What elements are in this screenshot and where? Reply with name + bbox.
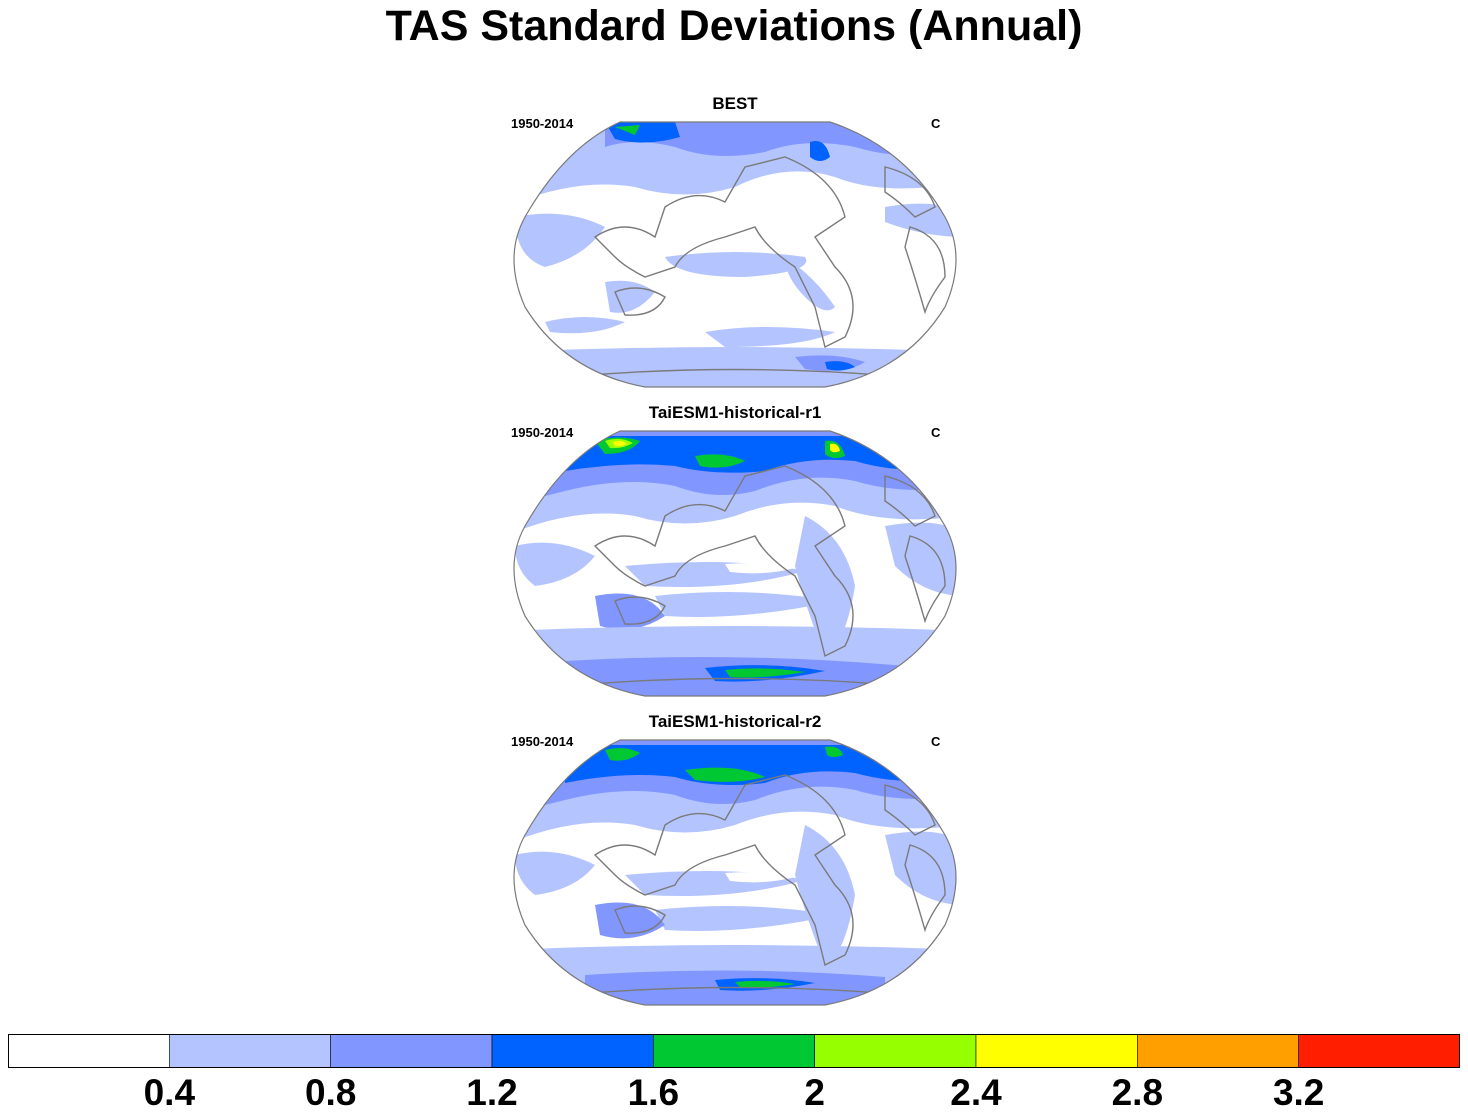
map-panel-taiesm1-r2: TaiESM1-historical-r2 1950-2014 C [505,712,965,1017]
main-title: TAS Standard Deviations (Annual) [385,2,1083,50]
colorbar-swatch [330,1034,493,1068]
colorbar-swatch [491,1034,654,1068]
colorbar [8,1034,1460,1068]
colorbar-tick-label: 2.8 [1111,1072,1164,1113]
world-map [513,739,957,1006]
panel-period-label: 1950-2014 [511,734,574,749]
colorbar-swatch [814,1034,977,1068]
panel-units-label: C [931,116,941,131]
panel-units-label: C [931,425,941,440]
world-map [513,430,957,697]
panel-title: BEST [712,94,758,113]
colorbar-swatch [8,1034,170,1068]
panel-units-label: C [931,734,941,749]
panel-period-label: 1950-2014 [511,425,574,440]
colorbar-tick-label: 1.2 [466,1072,518,1113]
panel-period-label: 1950-2014 [511,116,574,131]
colorbar-tick-label: 3.2 [1272,1072,1325,1113]
colorbar-tick-label: 2.4 [950,1072,1002,1113]
colorbar-tick-label: 1.6 [627,1072,680,1113]
colorbar-swatch [1298,1034,1460,1068]
panel-title: TaiESM1-historical-r2 [648,712,822,731]
colorbar-swatch [1137,1034,1299,1068]
colorbar-swatch [653,1034,815,1068]
colorbar-swatch [975,1034,1138,1068]
world-map [513,121,957,388]
colorbar-tick-label: 2 [804,1072,825,1113]
panel-title: TaiESM1-historical-r1 [648,403,822,422]
colorbar-tick-label: 0.4 [143,1072,196,1113]
map-panel-taiesm1-r1: TaiESM1-historical-r1 1950-2014 C [505,403,965,708]
map-panel-best: BEST 1950-2014 C [505,94,965,399]
colorbar-swatches [8,1034,1460,1068]
colorbar-swatch [169,1034,331,1068]
colorbar-border [8,1034,1460,1068]
colorbar-tick-label: 0.8 [304,1072,357,1113]
